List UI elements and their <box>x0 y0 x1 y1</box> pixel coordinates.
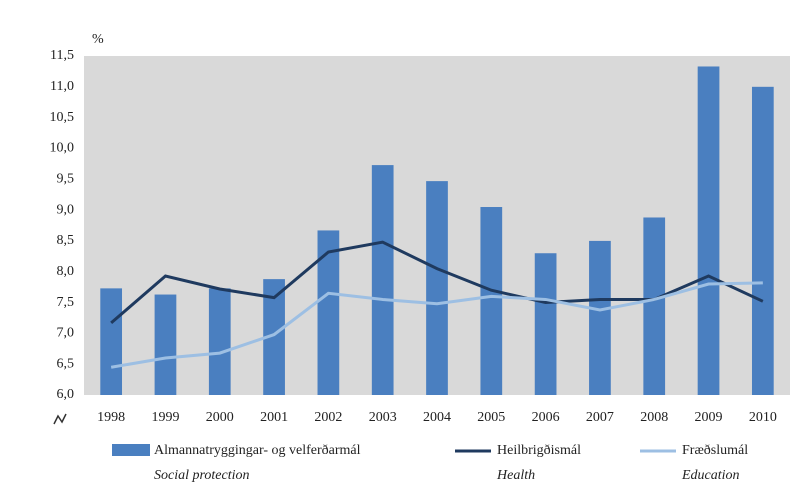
y-tick-label: 11,5 <box>50 48 74 63</box>
bar <box>371 165 394 395</box>
legend-label: Fræðslumál <box>682 443 748 458</box>
axis-break <box>53 413 67 425</box>
bar <box>426 181 448 395</box>
bar <box>100 288 123 395</box>
bar <box>589 240 611 395</box>
bar <box>208 288 231 395</box>
legend-label-en: Education <box>681 468 740 483</box>
legend-label: Heilbrigðismál <box>497 443 581 458</box>
line <box>110 281 763 369</box>
x-tick-label: 2009 <box>695 410 723 425</box>
bar <box>534 253 557 395</box>
bar <box>154 294 177 395</box>
y-tick-label: 10,5 <box>50 110 75 125</box>
x-tick-label: 2006 <box>532 410 560 425</box>
legend-swatch <box>112 444 150 456</box>
x-tick-label: 2008 <box>640 410 668 425</box>
x-tick-label: 2003 <box>369 410 397 425</box>
bar <box>480 207 503 395</box>
y-unit: % <box>92 32 104 47</box>
y-tick-label: 8,5 <box>57 233 75 248</box>
bar <box>263 279 285 395</box>
x-tick-label: 1998 <box>97 410 125 425</box>
legend-label: Almannatryggingar- og velferðarmál <box>154 443 361 458</box>
bar <box>697 66 720 395</box>
x-tick-label: 2005 <box>477 410 505 425</box>
x-tick-label: 2001 <box>260 410 288 425</box>
y-tick-label: 10,0 <box>50 141 75 156</box>
legend-label-en: Social protection <box>154 468 250 483</box>
bar <box>643 217 666 395</box>
x-tick-label: 2010 <box>749 410 777 425</box>
y-tick-label: 9,5 <box>57 171 75 186</box>
y-tick-label: 11,0 <box>50 79 74 94</box>
y-tick-label: 7,0 <box>57 326 75 341</box>
bar <box>751 86 774 396</box>
y-tick-label: 6,5 <box>57 356 75 371</box>
y-tick-label: 6,0 <box>57 387 75 402</box>
x-tick-label: 2000 <box>206 410 234 425</box>
y-tick-label: 8,0 <box>57 264 75 279</box>
x-tick-label: 2007 <box>586 410 614 425</box>
x-tick-label: 2002 <box>314 410 342 425</box>
x-tick-label: 2004 <box>423 410 451 425</box>
y-tick-label: 9,0 <box>57 202 75 217</box>
bar <box>317 230 340 395</box>
x-tick-label: 1999 <box>151 410 179 425</box>
y-tick-label: 7,5 <box>57 295 75 310</box>
legend-label-en: Health <box>496 468 535 483</box>
